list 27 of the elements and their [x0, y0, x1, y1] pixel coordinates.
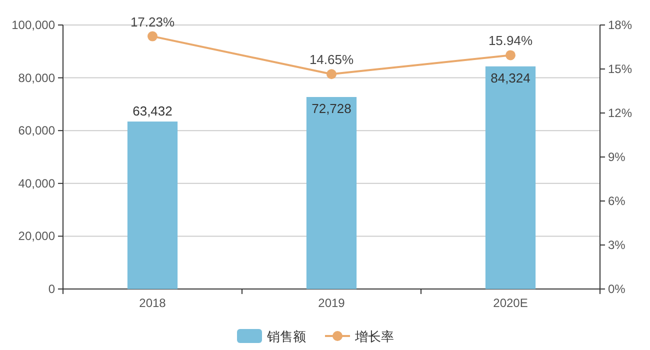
point — [326, 69, 336, 80]
legend-label: 增长率 — [354, 329, 394, 344]
y-tick-label: 20,000 — [18, 229, 56, 244]
y-tick-label: 40,000 — [18, 176, 56, 190]
y-tick-label: 60,000 — [18, 124, 56, 138]
y-tick-label: 100,000 — [12, 18, 56, 32]
y2-tick-label: 6% — [608, 194, 626, 208]
x-tick-label: 2018 — [139, 296, 166, 310]
data-label: 15.94% — [488, 33, 533, 48]
data-label: 14.65% — [309, 52, 354, 68]
y-tick-label: 80,000 — [18, 70, 56, 85]
data-label: 84,324 — [490, 70, 530, 86]
x-tick-label: 2020E — [493, 296, 528, 310]
y2-tick-label: 3% — [608, 238, 626, 252]
y2-tick-label: 18% — [608, 18, 632, 32]
legend-label: 销售额 — [266, 329, 306, 344]
data-label: 17.23% — [130, 14, 175, 30]
y2-tick-label: 9% — [608, 150, 626, 164]
y2-tick-label: 0% — [608, 282, 626, 296]
point — [506, 50, 516, 60]
data-label: 72,728 — [312, 101, 352, 116]
y2-tick-label: 12% — [608, 106, 632, 120]
y-tick-label: 0 — [48, 282, 56, 296]
y2-tick-label: 15% — [608, 62, 632, 76]
x-tick-label: 2019 — [318, 296, 346, 310]
point — [148, 31, 158, 42]
data-label: 63,432 — [132, 104, 172, 119]
